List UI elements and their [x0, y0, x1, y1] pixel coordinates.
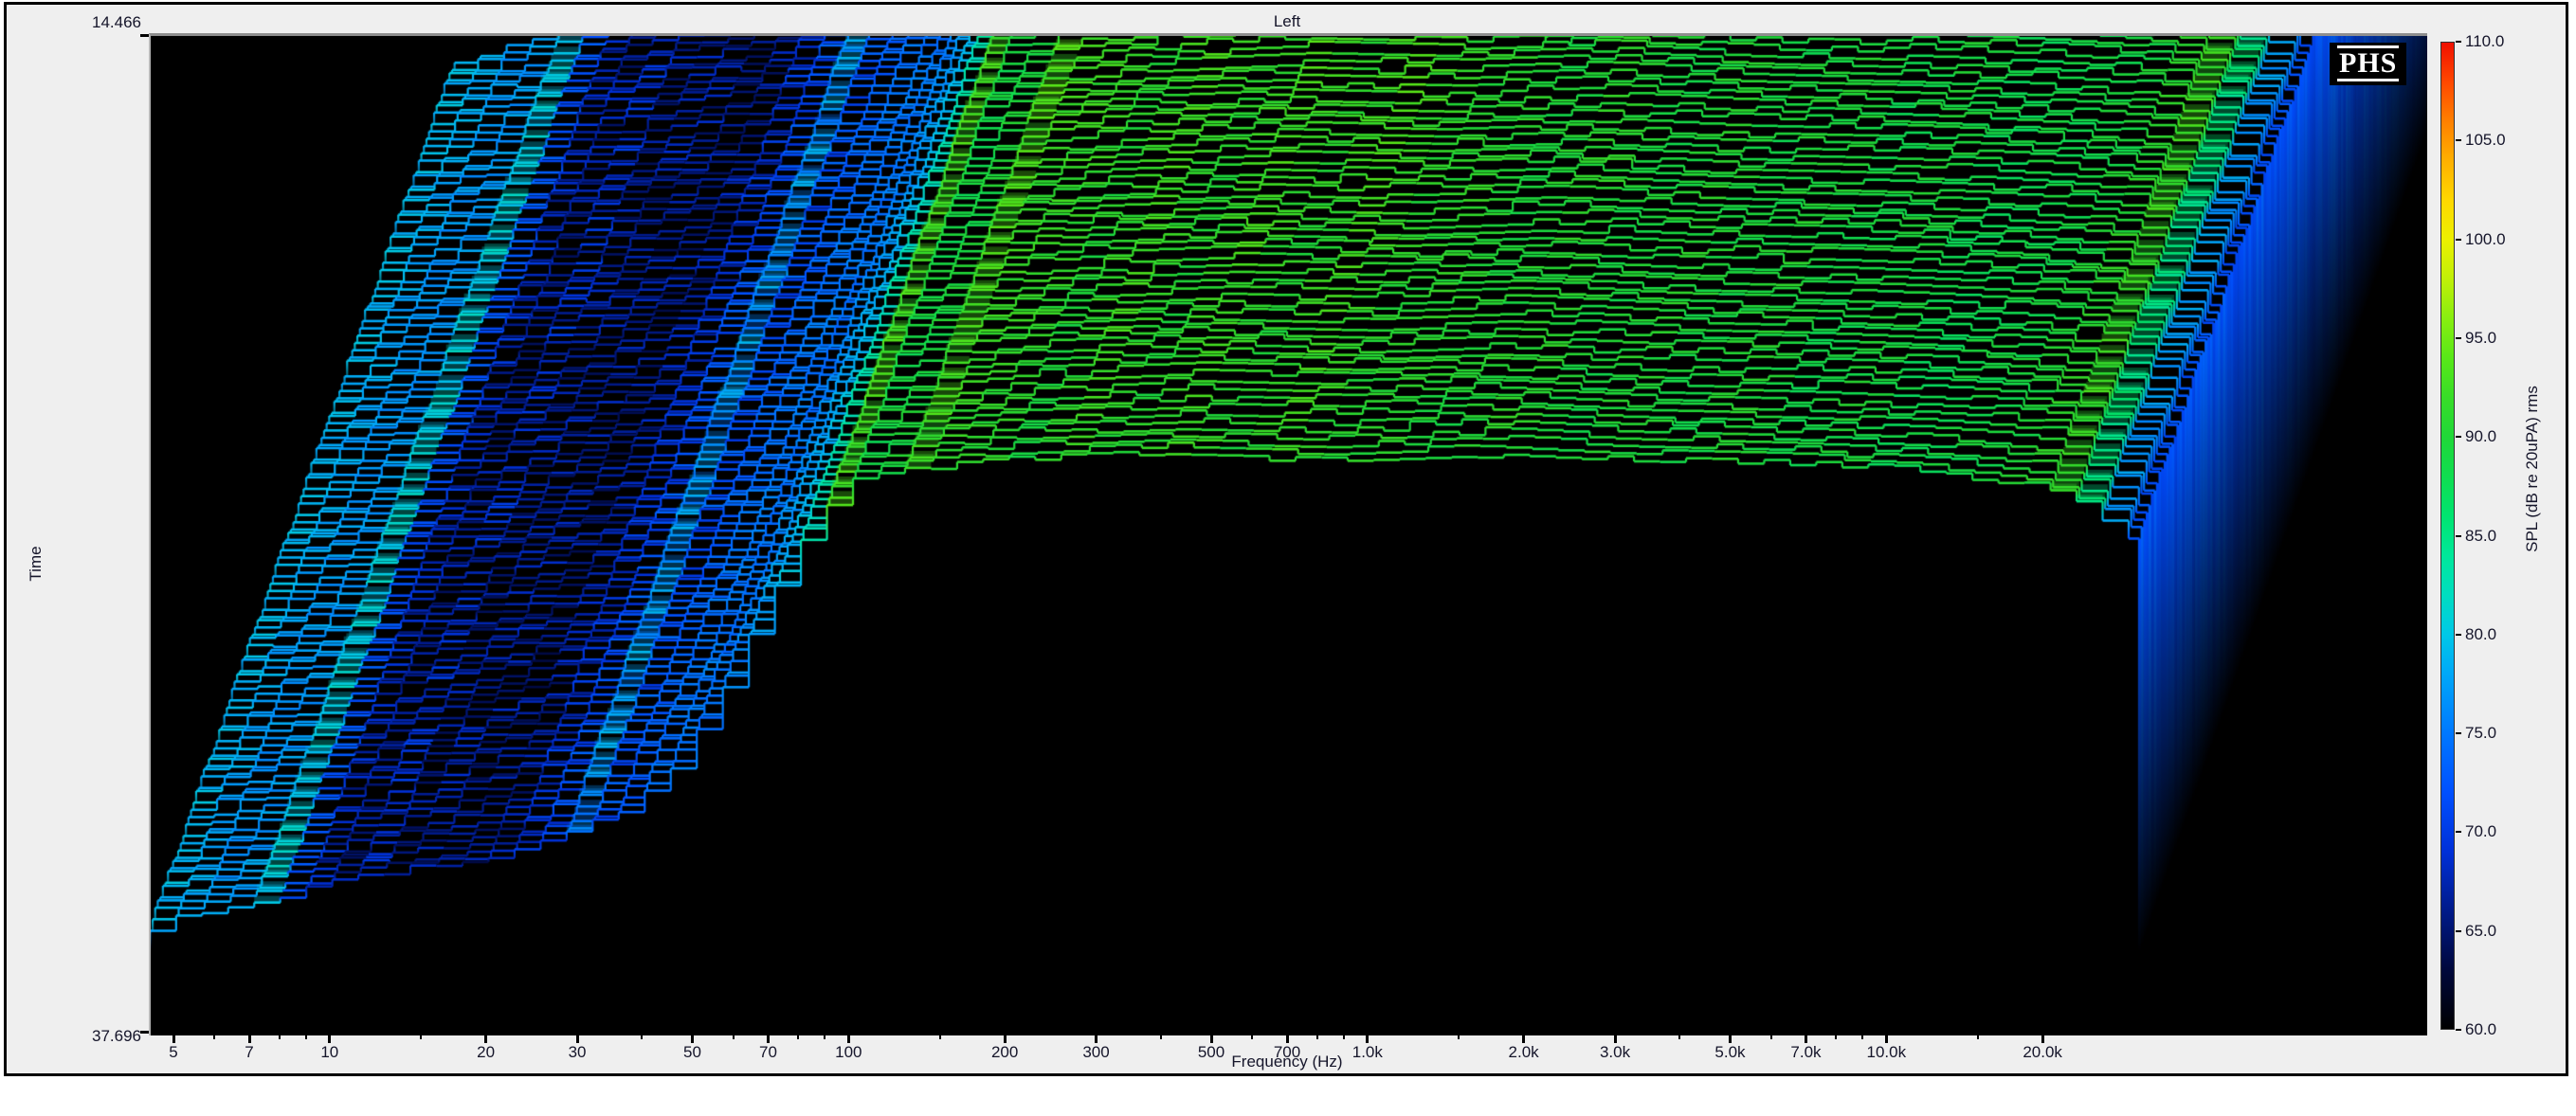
freq-minor-tick: [1458, 1034, 1460, 1039]
spl-tick-label: 80.0: [2465, 625, 2496, 644]
spl-tick-label: 60.0: [2465, 1020, 2496, 1039]
spl-tick: [2456, 41, 2461, 43]
freq-minor-tick: [824, 1034, 825, 1039]
spl-axis-title: SPL (dB re 20uPA) rms: [2523, 365, 2542, 573]
freq-major-tick: [576, 1034, 579, 1043]
logo-bottom-rule: [2337, 79, 2399, 81]
logo-text: PHS: [2337, 48, 2399, 79]
spl-colorbar: [2440, 42, 2455, 1030]
time-axis-tick-top: [140, 34, 149, 37]
freq-major-tick: [847, 1034, 850, 1043]
app-window: Left 14.466 37.696 Time PHS 571020305070…: [4, 2, 2568, 1076]
spl-tick: [2456, 1029, 2461, 1031]
freq-major-tick: [1095, 1034, 1098, 1043]
time-axis-title: Time: [27, 521, 45, 606]
freq-major-tick: [248, 1034, 251, 1043]
spl-tick-label: 95.0: [2465, 329, 2496, 348]
freq-minor-tick: [939, 1034, 941, 1039]
freq-minor-tick: [305, 1034, 307, 1039]
spl-tick: [2456, 139, 2461, 141]
freq-minor-tick: [1835, 1034, 1837, 1039]
freq-major-tick: [767, 1034, 770, 1043]
spl-tick: [2456, 239, 2461, 241]
freq-major-tick: [2041, 1034, 2044, 1043]
spl-tick-label: 85.0: [2465, 527, 2496, 546]
frequency-axis-title: Frequency (Hz): [149, 1053, 2425, 1071]
spl-tick: [2456, 831, 2461, 833]
spl-tick-label: 105.0: [2465, 131, 2506, 150]
freq-minor-tick: [279, 1034, 281, 1039]
spl-tick: [2456, 436, 2461, 438]
freq-major-tick: [1614, 1034, 1617, 1043]
freq-major-tick: [1885, 1034, 1888, 1043]
freq-minor-tick: [1160, 1034, 1162, 1039]
spl-tick: [2456, 634, 2461, 636]
freq-minor-tick: [1861, 1034, 1863, 1039]
freq-minor-tick: [1251, 1034, 1253, 1039]
time-axis-tick-bottom: [140, 1031, 149, 1034]
freq-major-tick: [1805, 1034, 1807, 1043]
freq-major-tick: [1210, 1034, 1213, 1043]
time-axis-max-label: 14.466: [7, 13, 141, 32]
freq-major-tick: [1729, 1034, 1732, 1043]
spl-tick-label: 65.0: [2465, 922, 2496, 941]
freq-major-tick: [1366, 1034, 1369, 1043]
freq-minor-tick: [641, 1034, 643, 1039]
freq-major-tick: [484, 1034, 487, 1043]
spl-tick: [2456, 535, 2461, 537]
time-axis-min-label: 37.696: [7, 1027, 141, 1046]
waterfall-canvas[interactable]: [151, 36, 2427, 1033]
freq-major-tick: [691, 1034, 694, 1043]
spl-tick-label: 110.0: [2465, 32, 2504, 51]
freq-minor-tick: [420, 1034, 422, 1039]
plot-title: Left: [149, 12, 2425, 31]
phs-logo: PHS: [2330, 43, 2406, 85]
freq-minor-tick: [797, 1034, 799, 1039]
freq-minor-tick: [1770, 1034, 1772, 1039]
spl-tick: [2456, 732, 2461, 734]
spl-tick-label: 70.0: [2465, 822, 2496, 841]
freq-minor-tick: [733, 1034, 735, 1039]
freq-major-tick: [1286, 1034, 1289, 1043]
freq-minor-tick: [1977, 1034, 1979, 1039]
freq-major-tick: [1004, 1034, 1007, 1043]
freq-major-tick: [328, 1034, 331, 1043]
spl-tick-label: 90.0: [2465, 427, 2496, 446]
freq-minor-tick: [1316, 1034, 1318, 1039]
freq-major-tick: [172, 1034, 175, 1043]
freq-minor-tick: [1343, 1034, 1345, 1039]
waterfall-plot-area[interactable]: [149, 33, 2427, 1035]
freq-minor-tick: [1678, 1034, 1680, 1039]
freq-major-tick: [1522, 1034, 1525, 1043]
spl-tick: [2456, 930, 2461, 932]
spl-tick: [2456, 337, 2461, 339]
spl-tick-label: 75.0: [2465, 724, 2496, 743]
spl-tick-label: 100.0: [2465, 230, 2506, 249]
freq-minor-tick: [213, 1034, 215, 1039]
